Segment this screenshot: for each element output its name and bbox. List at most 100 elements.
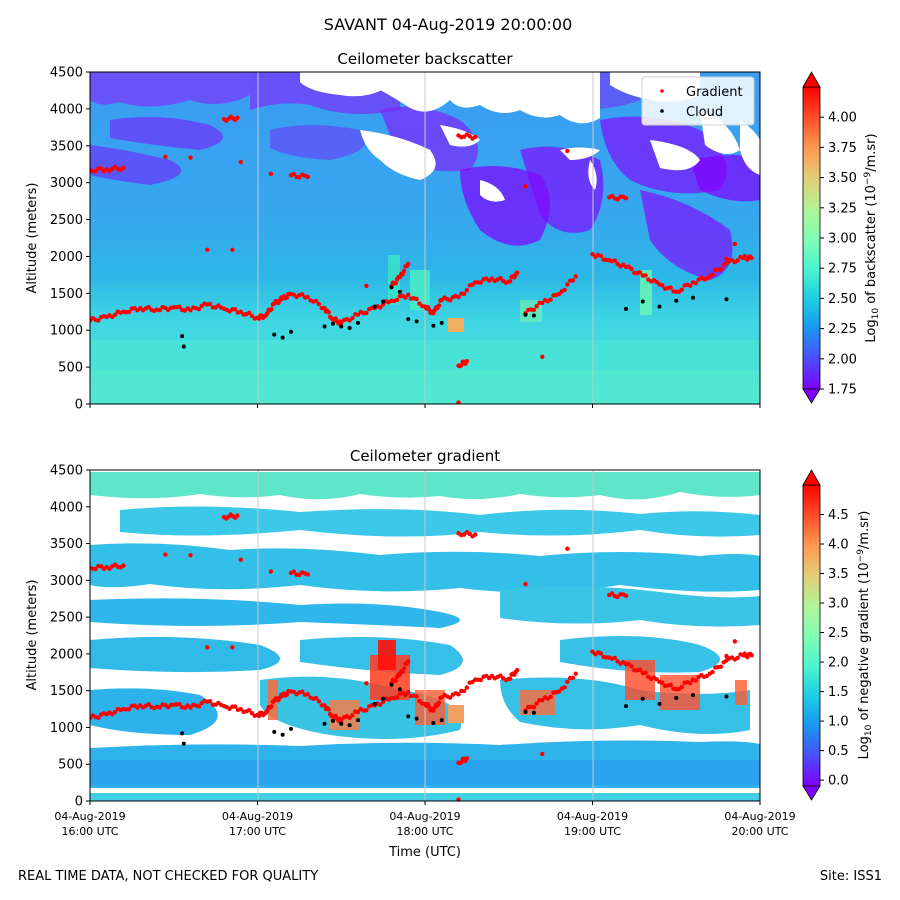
gradient-point (291, 171, 296, 177)
gradient-point (96, 318, 101, 323)
gradient-point (98, 166, 104, 171)
cloud-point (330, 718, 335, 723)
cloud-point (180, 731, 185, 736)
backscatter-ytick-label: 2000 (50, 250, 83, 265)
gradient-point (693, 280, 698, 286)
gradient-point (322, 305, 327, 311)
gradient-point (380, 699, 386, 704)
gradient-point (724, 256, 729, 261)
site-label: Site: ISS1 (819, 869, 882, 884)
backscatter-colorbar-tick-label: 4.00 (828, 111, 857, 126)
gradient-point (609, 591, 615, 596)
gradient-point (735, 655, 740, 661)
gradient-point (679, 684, 685, 690)
backscatter-ytick-label: 1500 (50, 287, 83, 302)
backscatter-colorbar-tick-label: 2.00 (828, 352, 857, 367)
xtick-time-label: 16:00 UTC (61, 825, 118, 838)
cloud-point (531, 313, 536, 318)
gradient-point (573, 671, 578, 676)
gradient-point (456, 294, 461, 300)
gradient-colorbar-tick-label: 2.5 (828, 626, 849, 641)
backscatter-colorbar-tick-label: 3.75 (828, 141, 857, 156)
gradient-point (269, 704, 274, 709)
gradient-point (660, 283, 665, 288)
gradient-point (540, 300, 545, 306)
gradient-colorbar: 0.0 0.5 1.0 1.5 2.0 2.5 3.0 3.5 4.0 4.5 Log10 of … (802, 469, 874, 801)
gradient-colorbar-max-arrow (802, 469, 821, 486)
gradient-point (456, 692, 461, 697)
gradient-point (322, 703, 327, 708)
backscatter-colorbar-tick-label: 3.00 (828, 232, 857, 247)
gradient-x-axis: 04-Aug-2019 16:00 UTC 04-Aug-2019 17:00 UTC… (54, 801, 796, 838)
cloud-point (431, 721, 436, 726)
gradient-colorbar-tick-label: 2.0 (828, 656, 849, 671)
gradient-panel: Ceilometer gradient (25, 447, 874, 860)
gradient-point (350, 713, 355, 718)
gradient-point (464, 288, 470, 293)
backscatter-ytick-label: 500 (58, 361, 83, 376)
gradient-point (570, 278, 576, 283)
gradient-point (514, 270, 520, 275)
gradient-point (163, 552, 168, 557)
xtick-time-label: 20:00 UTC (731, 825, 788, 838)
cloud-point (322, 721, 327, 726)
gradient-colorbar-tick-label: 0.0 (828, 774, 849, 789)
legend: Gradient Cloud (641, 76, 755, 126)
gradient-point (93, 566, 98, 572)
gradient-point (188, 308, 193, 313)
xtick-date-label: 04-Aug-2019 (724, 810, 795, 823)
gradient-point (688, 680, 693, 686)
gradient-ytick-label: 3000 (50, 574, 83, 589)
cloud-point (280, 335, 285, 340)
gradient-ytick-label: 4000 (50, 500, 83, 515)
cloud-point (330, 321, 335, 326)
cloud-point (389, 682, 394, 687)
gradient-point (562, 287, 567, 293)
gradient-point (523, 184, 528, 189)
gradient-point (562, 685, 567, 690)
legend-box (641, 76, 755, 126)
cloud-point (397, 687, 402, 692)
gradient-point (268, 171, 274, 177)
gradient-point (534, 303, 539, 309)
gradient-point (394, 297, 400, 303)
backscatter-colorbar-bar (802, 86, 821, 390)
cloud-point (180, 334, 185, 339)
backscatter-colorbar-tick-label: 2.75 (828, 262, 857, 277)
gradient-point (235, 513, 240, 518)
gradient-point (238, 159, 243, 165)
gradient-point (573, 274, 578, 279)
backscatter-ylabel: Altitude (meters) (25, 183, 40, 294)
cloud-point (431, 323, 436, 328)
gradient-point (316, 699, 322, 704)
legend-gradient-label: Gradient (686, 85, 743, 100)
gradient-point (710, 272, 715, 277)
gradient-point (93, 169, 98, 174)
gradient-point (534, 701, 539, 706)
cloud-point (372, 701, 377, 706)
gradient-point (350, 315, 355, 321)
gradient-ytick-label: 4500 (50, 464, 83, 479)
gradient-point (414, 296, 419, 302)
gradient-point (364, 708, 369, 713)
legend-cloud-label: Cloud (686, 105, 723, 120)
gradient-point (380, 302, 386, 307)
backscatter-x-axis (89, 404, 761, 408)
gradient-ytick-label: 2500 (50, 611, 83, 626)
gradient-point (464, 756, 470, 761)
gradient-point (540, 698, 545, 703)
gradient-colorbar-tick-label: 3.5 (828, 567, 849, 582)
gradient-point (246, 707, 252, 713)
gradient-point (406, 292, 411, 298)
gradient-point (623, 593, 629, 598)
cloud-point (339, 721, 344, 726)
gradient-point (230, 645, 235, 650)
gradient-point (299, 292, 305, 297)
xtick-date-label: 04-Aug-2019 (54, 810, 125, 823)
gradient-point (565, 282, 570, 287)
cloud-point (531, 710, 536, 715)
gradient-point (378, 702, 383, 707)
gradient-point (643, 273, 648, 278)
gradient-point (498, 673, 503, 678)
